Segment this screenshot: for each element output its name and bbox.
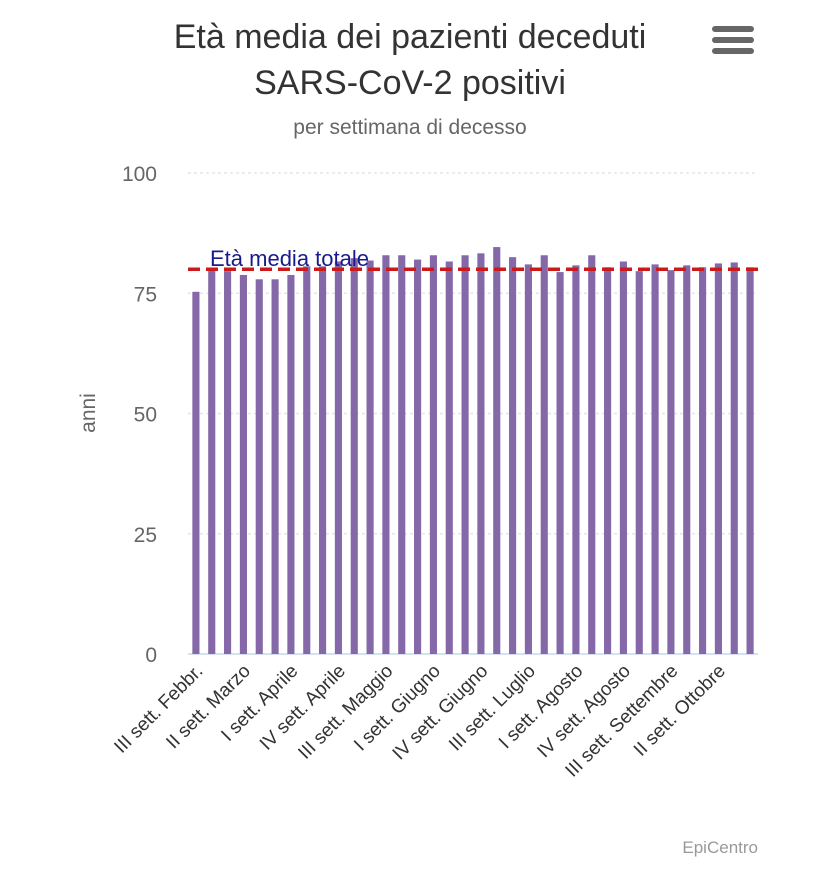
chart-subtitle: per settimana di decesso xyxy=(293,116,527,139)
y-tick-label: 100 xyxy=(122,163,157,186)
bar xyxy=(192,291,200,654)
bar xyxy=(699,267,707,654)
bar xyxy=(556,272,564,654)
bar xyxy=(619,261,627,654)
chart-title-line-1: Età media dei pazienti deceduti xyxy=(173,18,647,56)
bar xyxy=(255,279,263,654)
bar xyxy=(350,258,358,654)
mean-line-label: Età media totale xyxy=(210,246,369,271)
bar xyxy=(524,264,532,654)
bar xyxy=(509,257,517,654)
bar xyxy=(540,255,548,654)
bar xyxy=(572,265,580,654)
bar xyxy=(319,266,327,654)
bar xyxy=(398,255,406,654)
bar xyxy=(414,259,422,654)
y-axis-title: anni xyxy=(77,393,100,433)
bar xyxy=(366,260,374,654)
bar xyxy=(651,264,659,654)
bar xyxy=(588,255,596,654)
bar xyxy=(334,261,342,654)
hamburger-menu-icon[interactable] xyxy=(712,26,754,60)
bar xyxy=(303,266,311,654)
bar xyxy=(224,271,232,654)
bar xyxy=(493,247,501,654)
bar xyxy=(635,271,643,654)
bar xyxy=(604,267,612,654)
bar xyxy=(382,255,390,654)
y-tick-label: 0 xyxy=(145,644,157,667)
bar xyxy=(271,279,279,654)
y-tick-label: 75 xyxy=(134,283,157,306)
bar xyxy=(730,262,738,654)
y-tick-label: 50 xyxy=(134,404,157,427)
bar xyxy=(429,255,437,654)
bar xyxy=(683,265,691,654)
bar xyxy=(445,261,453,654)
bar xyxy=(287,274,295,654)
bar xyxy=(477,253,485,654)
bar xyxy=(714,263,722,654)
chart-title: Età media dei pazienti deceduti SARS-CoV… xyxy=(60,14,760,106)
credits-link[interactable]: EpiCentro xyxy=(682,838,758,857)
bar xyxy=(667,270,675,654)
bar xyxy=(461,255,469,654)
bar xyxy=(239,274,247,654)
y-tick-label: 25 xyxy=(134,524,157,547)
bar xyxy=(208,268,216,654)
bar xyxy=(746,267,754,654)
chart-title-line-2: SARS-CoV-2 positivi xyxy=(254,64,566,102)
